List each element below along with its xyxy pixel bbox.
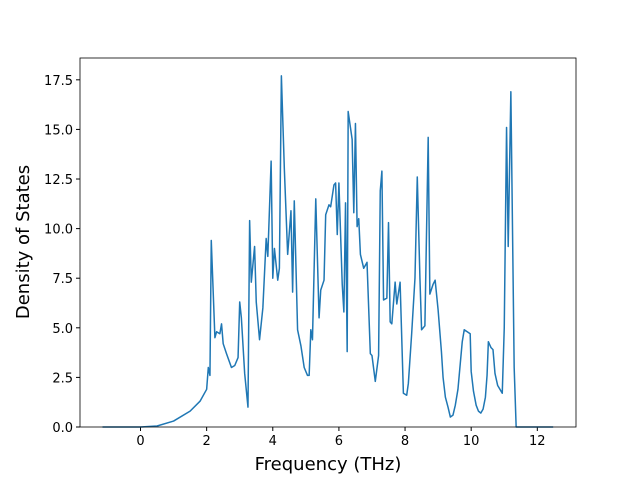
x-tick-label: 2 bbox=[203, 434, 211, 449]
x-axis-label: Frequency (THz) bbox=[255, 454, 402, 475]
y-tick-label: 0.0 bbox=[52, 421, 73, 436]
x-tick-label: 4 bbox=[269, 434, 277, 449]
y-axis-label: Density of States bbox=[13, 165, 34, 319]
line bbox=[102, 75, 554, 428]
y-tick-label: 5.0 bbox=[52, 322, 73, 337]
plot-frame bbox=[79, 57, 577, 428]
x-tick-label: 10 bbox=[463, 434, 480, 449]
x-tick-label: 6 bbox=[335, 434, 343, 449]
x-tick-label: 12 bbox=[529, 434, 546, 449]
y-tick-label: 15.0 bbox=[44, 123, 73, 138]
y-tick-label: 12.5 bbox=[44, 173, 73, 188]
y-tick-label: 2.5 bbox=[52, 371, 73, 386]
y-tick-label: 17.5 bbox=[44, 74, 73, 89]
x-tick-label: 8 bbox=[401, 434, 409, 449]
y-tick-label: 10.0 bbox=[44, 223, 73, 238]
x-tick-label: 0 bbox=[136, 434, 144, 449]
y-tick-label: 7.5 bbox=[52, 272, 73, 287]
